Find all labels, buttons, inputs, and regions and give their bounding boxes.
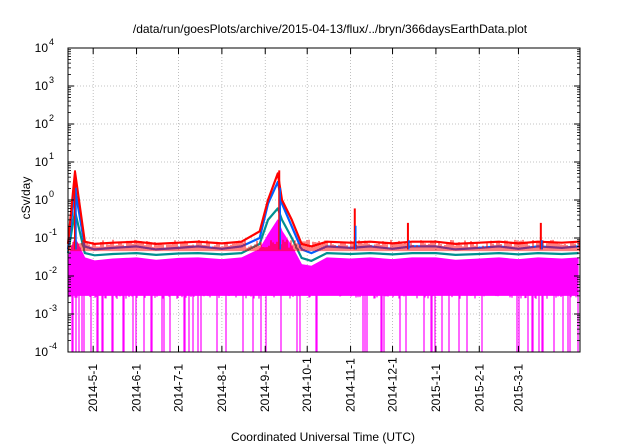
x-tick-label: 2014-7-1: [172, 364, 186, 412]
x-tick-label: 2015-1-1: [429, 364, 443, 412]
y-tick-exponent: 4: [49, 37, 54, 47]
series-layer: [66, 170, 580, 352]
x-tick-label: 2014-8-1: [215, 364, 229, 412]
x-tick-label: 2014-6-1: [130, 364, 144, 412]
y-axis-label: cSv/day: [19, 177, 33, 220]
series-line: [66, 170, 579, 248]
x-tick-label: 2015-3-1: [511, 364, 525, 412]
y-tick-label: 10: [35, 41, 49, 55]
y-tick-label: 10: [35, 307, 49, 321]
x-tick-label: 2014-11-1: [344, 358, 358, 412]
y-tick-label: 10: [35, 155, 49, 169]
x-axis-label: Coordinated Universal Time (UTC): [231, 430, 415, 444]
y-tick-exponent: -3: [49, 303, 57, 313]
y-tick-label: 10: [35, 231, 49, 245]
x-tick-label: 2014-5-1: [86, 364, 100, 412]
y-tick-exponent: 0: [49, 189, 54, 199]
y-tick-label: 10: [35, 345, 49, 359]
x-tick-label: 2014-9-1: [258, 364, 272, 412]
y-tick-exponent: 3: [49, 75, 54, 85]
x-tick-label: 2014-10-1: [300, 357, 314, 412]
series-band: [68, 219, 579, 296]
chart-title: /data/run/goesPlots/archive/2015-04-13/f…: [133, 22, 528, 36]
y-tick-exponent: -4: [49, 341, 57, 351]
series-line: [67, 219, 579, 267]
y-tick-exponent: -2: [49, 265, 57, 275]
y-tick-label: 10: [35, 79, 49, 93]
y-tick-label: 10: [35, 193, 49, 207]
y-tick-exponent: 2: [49, 113, 54, 123]
y-tick-label: 10: [35, 269, 49, 283]
grid: [68, 48, 580, 352]
x-tick-label: 2015-2-1: [472, 364, 486, 412]
y-tick-exponent: -1: [49, 227, 57, 237]
x-tick-label: 2014-12-1: [386, 357, 400, 412]
y-tick-exponent: 1: [49, 151, 54, 161]
series-line: [66, 207, 579, 262]
y-tick-label: 10: [35, 117, 49, 131]
x-axis: 2014-5-1 2014-6-1 2014-7-1 2014-8-1 2014-9-1…: [86, 48, 525, 412]
